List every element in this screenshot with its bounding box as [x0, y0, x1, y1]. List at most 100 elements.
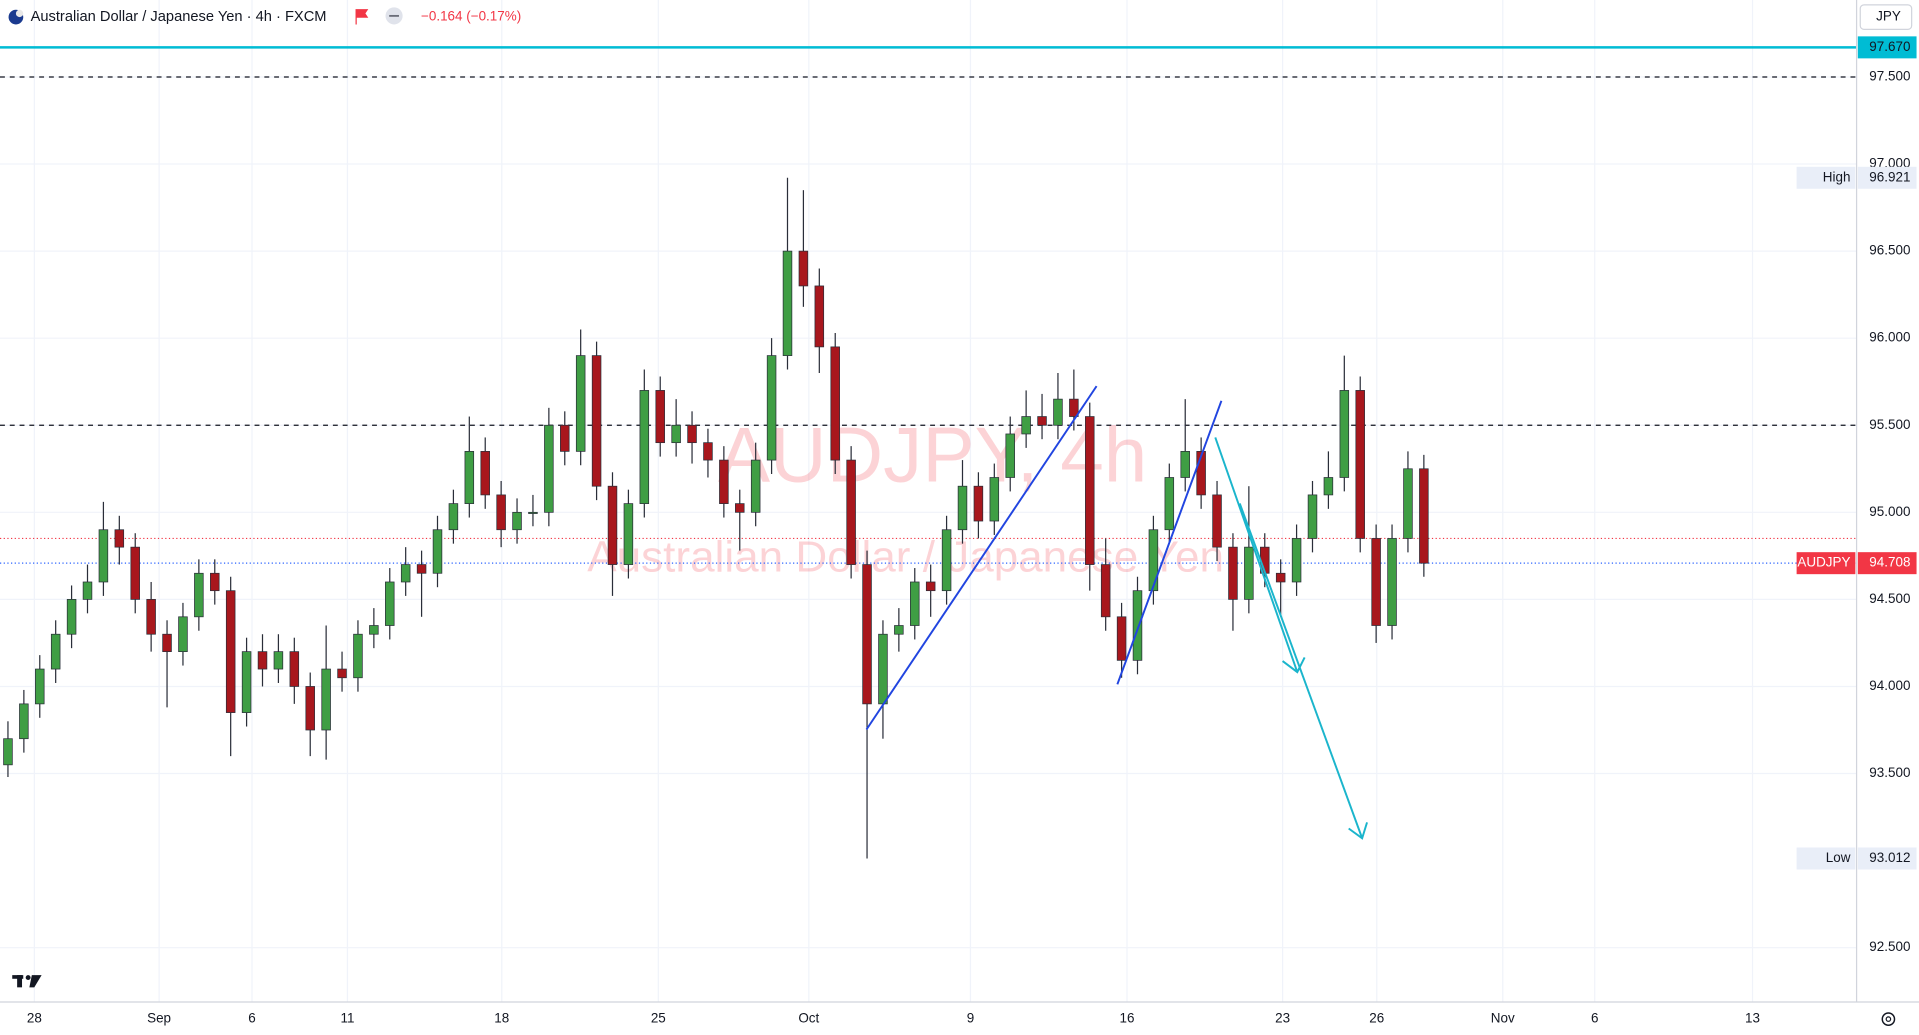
candle-body — [1355, 390, 1365, 539]
price-label-value-box — [1857, 847, 1917, 870]
gear-icon — [1881, 1012, 1896, 1026]
currency-button[interactable] — [1859, 4, 1913, 30]
watermark-title: AUDJPY, 4h — [718, 410, 1147, 498]
candle-body — [1148, 529, 1159, 592]
level-label: 97.670 — [1869, 39, 1910, 54]
candle-body — [655, 390, 665, 444]
x-tick-label: 11 — [340, 1011, 354, 1026]
candle-body — [703, 442, 713, 461]
candle-body — [846, 459, 856, 565]
logo-part — [25, 975, 31, 981]
candle-body — [496, 494, 506, 531]
candle-body — [385, 581, 395, 626]
candle-body — [289, 651, 300, 687]
header: Australian Dollar / Japanese Yen · 4h · … — [8, 4, 1913, 30]
y-tick-label: 96.500 — [1869, 243, 1910, 258]
candle-body — [162, 633, 172, 653]
arrow-line — [1238, 503, 1364, 839]
price-labels: 97.670 High 96.921 Low 93.012 AUDJPY 94.708 — [1796, 36, 1917, 870]
candle-body — [35, 668, 45, 705]
candle-body — [766, 355, 777, 461]
candle-body — [782, 250, 793, 356]
x-tick-label: 9 — [967, 1011, 974, 1026]
candle-body — [735, 503, 745, 513]
candle-body — [1085, 416, 1095, 565]
candle-body — [1069, 398, 1079, 417]
candle-body — [1132, 590, 1143, 661]
candle-body — [798, 250, 809, 287]
candle-body — [321, 668, 331, 731]
candle-body — [957, 485, 968, 531]
trend-line — [865, 385, 1098, 731]
candle-body — [225, 590, 236, 713]
x-tick-label: 6 — [248, 1011, 255, 1026]
candle-body — [305, 686, 315, 731]
arrow-head — [1282, 656, 1306, 674]
candle-body — [1403, 468, 1413, 539]
arrow-line — [1214, 437, 1299, 673]
price-label-name: Low — [1826, 850, 1851, 865]
candle-body — [114, 529, 125, 548]
candle-body — [194, 572, 204, 618]
candle-body — [416, 564, 427, 574]
candle-body — [719, 459, 729, 504]
y-tick-label: 94.000 — [1869, 678, 1910, 693]
candle-body — [941, 529, 952, 592]
candle-body — [1037, 416, 1047, 426]
candle-body — [464, 451, 475, 504]
price-change: −0.164 (−0.17%) — [421, 9, 521, 24]
flag-icon — [15, 9, 24, 18]
candle-body — [560, 424, 570, 452]
settings-button[interactable] — [1881, 1012, 1896, 1026]
x-tick-label: 16 — [1120, 1011, 1135, 1026]
level-lines — [0, 46, 1857, 564]
time-axis — [0, 1002, 1919, 1035]
candle-body — [989, 477, 1000, 522]
candle-body — [1164, 477, 1175, 531]
flag-button[interactable] — [355, 9, 369, 25]
candle-body — [862, 564, 872, 705]
candle-body — [1021, 416, 1031, 435]
candle-body — [607, 485, 618, 565]
candle-body — [19, 703, 29, 740]
candle-body — [878, 633, 888, 705]
candle-body — [973, 485, 984, 522]
candle-body — [98, 529, 109, 583]
candle-body — [750, 459, 761, 513]
candle-body — [591, 355, 602, 487]
candle-body — [1387, 538, 1397, 626]
arrow-head — [1348, 822, 1368, 840]
candle-body — [480, 451, 490, 496]
candle-body — [1100, 564, 1111, 618]
candle-body — [1196, 451, 1206, 496]
candle-body — [925, 581, 936, 592]
candle-body — [1244, 546, 1254, 600]
candle-body — [66, 599, 77, 635]
y-tick-label: 92.500 — [1869, 939, 1910, 954]
candle-body — [528, 511, 538, 514]
price-label-name: AUDJPY — [1797, 555, 1850, 570]
candle-body — [3, 738, 13, 766]
candle-body — [910, 581, 920, 626]
x-tick-label: Sep — [147, 1011, 171, 1026]
candle-body — [1005, 433, 1015, 478]
candle-body — [448, 503, 459, 531]
candle-body — [512, 511, 522, 531]
y-tick-label: 96.000 — [1869, 330, 1910, 345]
symbol-title: Australian Dollar / Japanese Yen · 4h · … — [31, 9, 327, 25]
price-label-value-box — [1857, 552, 1917, 575]
price-label-name-box — [1796, 847, 1856, 870]
price-label-value: 94.708 — [1869, 555, 1910, 570]
x-tick-label: 6 — [1591, 1011, 1598, 1026]
candle-body — [1291, 538, 1302, 583]
y-tick-label: 94.500 — [1869, 591, 1910, 606]
x-tick-label: 26 — [1369, 1011, 1384, 1026]
candles — [3, 177, 1429, 859]
candle-body — [1371, 538, 1381, 626]
candle-body — [1212, 494, 1222, 548]
candle-body — [210, 572, 220, 592]
x-tick-label: 13 — [1745, 1011, 1760, 1026]
candle-body — [257, 651, 268, 670]
